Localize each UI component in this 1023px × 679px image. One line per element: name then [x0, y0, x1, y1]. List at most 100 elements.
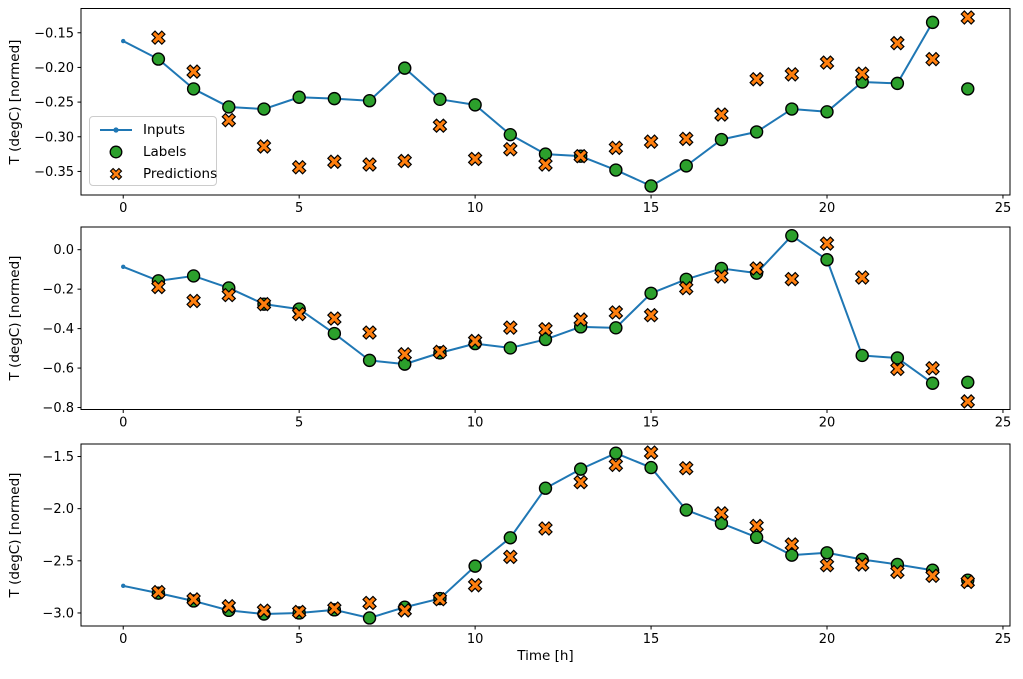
y-tick-label: −0.20 — [34, 61, 74, 76]
labels-marker — [644, 179, 658, 193]
predictions-marker — [291, 604, 307, 620]
predictions-marker — [291, 159, 307, 175]
labels-marker — [820, 546, 834, 560]
predictions-marker — [819, 55, 835, 70]
predictions-marker — [643, 134, 659, 149]
predictions-marker — [256, 603, 272, 619]
labels-marker — [785, 102, 799, 116]
predictions-marker — [784, 67, 800, 82]
labels-marker — [151, 52, 166, 66]
predictions-marker — [538, 157, 553, 172]
inputs-line — [122, 234, 934, 385]
predictions-marker — [608, 457, 624, 473]
labels-marker — [609, 321, 623, 335]
inputs-line — [123, 452, 933, 619]
inputs-line — [122, 21, 934, 187]
predictions-marker — [467, 577, 483, 593]
legend-entry-predictions: Predictions — [98, 163, 217, 185]
predictions-marker — [362, 157, 377, 172]
labels-circle-sample-icon — [109, 145, 123, 159]
y-tick-label: −0.2 — [42, 283, 74, 298]
predictions-marker — [890, 564, 905, 580]
x-tick-label: 25 — [995, 416, 1012, 431]
x-tick-label: 15 — [643, 201, 660, 216]
labels-marker — [257, 102, 271, 116]
labels-marker — [327, 326, 342, 341]
labels-marker — [362, 611, 377, 625]
labels-marker — [785, 548, 799, 562]
predictions-marker — [784, 537, 800, 552]
y-tick-label: −3.0 — [42, 606, 74, 621]
predictions-marker — [960, 574, 976, 590]
x-tick-label: 5 — [295, 632, 303, 647]
predictions-marker — [573, 312, 589, 327]
labels-marker — [186, 269, 201, 283]
labels-marker — [503, 127, 518, 142]
predictions-marker — [819, 236, 835, 251]
inputs-point — [121, 38, 126, 44]
labels-marker — [609, 446, 623, 460]
predictions-marker — [151, 584, 166, 600]
predictions-marker — [186, 592, 201, 607]
predictions-marker — [925, 360, 940, 376]
y-tick-label: −0.8 — [42, 401, 74, 416]
y-tick-label: −0.4 — [42, 322, 74, 337]
labels-marker — [925, 15, 940, 30]
labels-marker — [433, 92, 447, 107]
x-tick-label: 5 — [295, 201, 303, 216]
predictions-marker — [819, 557, 835, 573]
axes-frame — [80, 226, 1011, 410]
predictions-marker — [327, 154, 342, 170]
y-tick-label: −0.6 — [42, 362, 74, 377]
inputs-line-sample-icon — [100, 127, 132, 133]
labels-marker — [749, 530, 764, 545]
legend-label-inputs: Inputs — [143, 122, 185, 138]
predictions-marker — [538, 321, 553, 337]
predictions-marker — [502, 141, 518, 157]
labels-marker — [925, 376, 940, 390]
labels-marker — [503, 531, 518, 545]
legend: Inputs Labels Predictions — [89, 116, 217, 186]
x-tick-label: 20 — [819, 416, 836, 431]
y-axis-label-bottom: T (degC) [normed] — [7, 472, 23, 598]
subplot-2: 0 5 10 15 20 25 0.0 −0.2 −0.4 −0.6 −0.8 — [42, 226, 1012, 431]
predictions-marker — [432, 118, 448, 134]
labels-marker — [820, 253, 834, 267]
labels-marker — [538, 481, 553, 495]
predictions-marker — [186, 64, 201, 79]
predictions-marker — [854, 66, 870, 82]
legend-label-labels: Labels — [143, 144, 187, 160]
labels-marker — [186, 82, 201, 96]
axes-frame — [80, 443, 1011, 627]
x-tick-label: 0 — [119, 632, 127, 647]
predictions-marker — [749, 518, 764, 534]
legend-entry-inputs: Inputs — [98, 119, 216, 141]
x-tick-label: 10 — [467, 201, 484, 216]
labels-marker — [820, 105, 834, 119]
labels-marker — [714, 516, 729, 531]
labels-marker — [961, 375, 975, 389]
predictions-marker — [925, 51, 940, 67]
predictions-marker — [256, 139, 272, 154]
labels-marker — [961, 82, 975, 96]
y-tick-label: −0.35 — [34, 165, 74, 180]
labels-marker — [292, 90, 306, 104]
labels-marker — [468, 98, 482, 112]
predictions-marker — [362, 595, 377, 611]
x-tick-label: 15 — [643, 416, 660, 431]
subplot-1: 0 5 10 15 20 25 −0.15 −0.20 −0.25 −0.30 −0.35 — [34, 8, 1011, 216]
labels-marker — [890, 351, 905, 365]
labels-marker — [222, 100, 236, 114]
labels-marker — [362, 94, 377, 108]
predictions-marker — [643, 307, 659, 323]
predictions-x-sample-icon — [109, 167, 123, 181]
labels-marker — [538, 147, 553, 161]
predictions-marker — [397, 346, 413, 362]
labels-marker — [679, 159, 693, 173]
labels-marker — [855, 348, 869, 363]
predictions-marker — [608, 305, 624, 320]
x-tick-label: 25 — [995, 201, 1012, 216]
predictions-marker — [502, 549, 518, 565]
predictions-marker — [502, 320, 518, 335]
predictions-marker — [854, 270, 870, 285]
